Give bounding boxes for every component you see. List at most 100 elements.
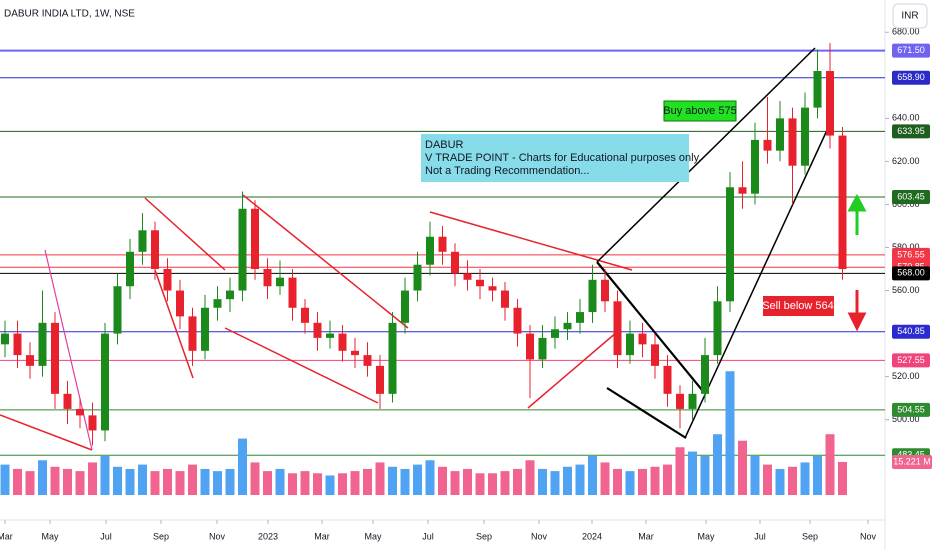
volume-bar: [450, 471, 460, 495]
candle-body: [238, 208, 247, 291]
volume-bar: [325, 475, 335, 495]
x-tick-label: Sep: [153, 531, 169, 541]
volume-bar: [75, 471, 85, 495]
volume-bar: [525, 460, 535, 495]
candles: [0, 43, 847, 446]
trend-line: [154, 269, 194, 379]
candle-body: [101, 333, 109, 431]
volume-bar: [363, 468, 372, 495]
candle-body: [363, 355, 372, 366]
y-tick-label: 680.00: [892, 27, 920, 37]
candle-body: [763, 139, 772, 151]
candle-body: [263, 269, 272, 287]
trend-line: [0, 414, 93, 451]
volume-bar: [225, 468, 235, 495]
volume-bar: [88, 462, 97, 495]
level-badge: [892, 190, 930, 205]
volume-bar: [13, 468, 22, 495]
volume-bar: [638, 468, 647, 495]
volume-bar: [50, 466, 60, 495]
volume: [0, 371, 847, 495]
volume-bar: [238, 438, 247, 495]
volume-bar: [388, 466, 397, 495]
level-badge-label: 568.00: [897, 268, 925, 278]
candle-body: [463, 273, 472, 280]
candle-body: [451, 251, 459, 274]
x-tick-label: May: [697, 531, 715, 541]
volume-bar: [413, 464, 422, 495]
chart-title: DABUR INDIA LTD, 1W, NSE: [4, 9, 135, 20]
volume-bar: [725, 371, 735, 495]
y-tick-label: 560.00: [892, 285, 920, 295]
volume-bar: [463, 468, 472, 495]
trend-line: [606, 387, 687, 439]
x-tick-label: Nov: [860, 531, 877, 541]
volume-bar: [750, 455, 760, 495]
candle-body: [651, 344, 659, 366]
candle-body: [26, 355, 34, 366]
candle-body: [376, 365, 384, 394]
level-badge: [892, 124, 930, 139]
candle-body: [51, 322, 59, 394]
candle-body: [38, 322, 47, 366]
x-tick-label: Sep: [802, 531, 818, 541]
volume-bar: [275, 468, 285, 495]
x-tick-label: Jul: [422, 531, 434, 541]
volume-bar: [438, 466, 447, 495]
level-badge-label: 658.90: [897, 72, 925, 82]
candle-body: [488, 286, 497, 291]
volume-bar: [650, 466, 660, 495]
volume-bar: [600, 462, 610, 495]
buy-label: Buy above 575: [663, 105, 736, 117]
candle-body: [426, 236, 434, 265]
volume-bar: [350, 471, 360, 495]
candle-body: [526, 333, 534, 360]
x-tick-label: Mar: [0, 531, 13, 541]
x-tick-label: Jul: [754, 531, 766, 541]
candle-body: [388, 322, 397, 394]
candle-body: [551, 329, 559, 338]
candle-body: [713, 301, 722, 356]
time-axis: Mar May Jul Sep Nov 2023 Mar May Jul Sep Nov 2024 Ma…: [0, 520, 876, 541]
trend-line: [144, 197, 226, 271]
volume-bar: [613, 468, 622, 495]
candle-body: [351, 350, 359, 356]
volume-bar: [263, 471, 272, 495]
candle-body: [288, 277, 297, 308]
volume-bar: [625, 471, 635, 495]
x-tick-label: Mar: [638, 531, 654, 541]
note-text: Not a Trading Recommendation...: [425, 165, 589, 177]
candle-body: [751, 139, 759, 194]
sell-label: Sell below 564: [762, 300, 834, 312]
candle-body: [701, 355, 709, 394]
volume-bar: [475, 473, 485, 495]
volume-bar: [400, 468, 410, 495]
trend-line: [224, 327, 379, 404]
candle-body: [588, 279, 597, 313]
level-badge: [892, 353, 930, 368]
candle-body: [688, 393, 697, 409]
y-tick-label: 500.00: [892, 414, 920, 424]
candle-body: [0, 333, 9, 345]
volume-bar: [500, 471, 510, 495]
x-tick-label: Sep: [476, 531, 492, 541]
volume-bar: [63, 468, 72, 495]
trend-line: [596, 261, 703, 391]
volume-bar: [513, 468, 522, 495]
candle-body: [213, 299, 222, 308]
volume-bar: [213, 471, 222, 495]
volume-bar: [113, 466, 122, 495]
volume-bar: [425, 460, 435, 495]
currency-label[interactable]: INR: [901, 11, 918, 22]
candle-body: [476, 279, 484, 287]
volume-bar: [688, 451, 697, 495]
candle-body: [251, 208, 259, 270]
volume-bar: [775, 468, 785, 495]
candle-body: [88, 415, 97, 431]
volume-bar: [25, 471, 35, 495]
candle-body: [163, 269, 172, 291]
candle-body: [613, 301, 622, 356]
volume-bar: [763, 464, 772, 495]
candle-body: [813, 71, 822, 108]
currency-button[interactable]: [892, 3, 928, 29]
